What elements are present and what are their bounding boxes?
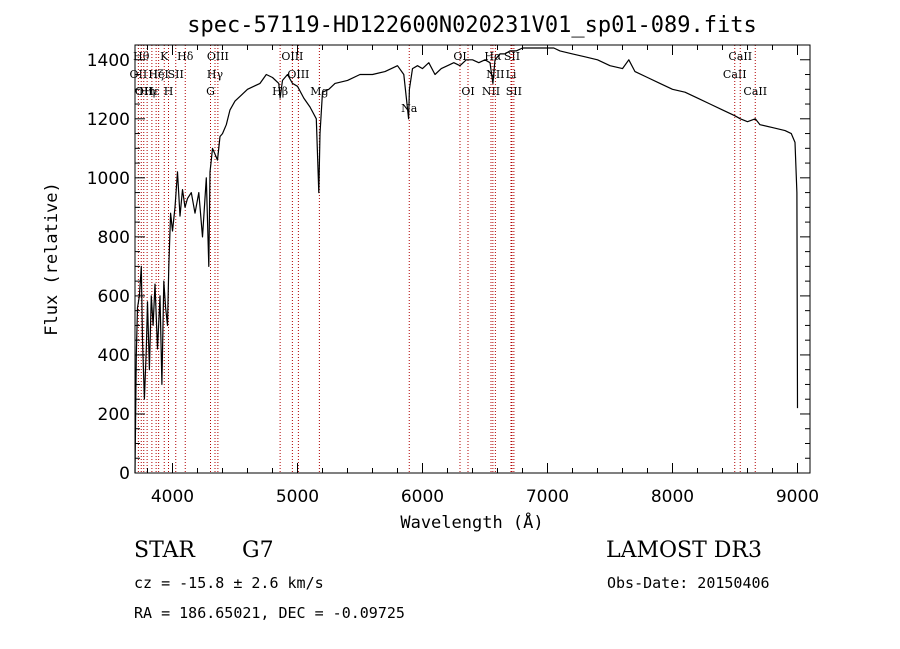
marker-label: NII [486,68,504,81]
y-axis-label: Flux (relative) [42,182,62,336]
marker-label: NII [482,85,500,98]
y-tick-label: 1000 [87,169,130,189]
marker-label: SII [506,85,522,98]
marker-label: SII [504,50,520,63]
marker-label: Mg [310,85,328,98]
x-tick-label: 9000 [776,487,819,507]
observation-date: Obs-Date: 20150406 [607,574,770,592]
line-markers: OIIHθOIIHηHεHζHeIKHSIIHδGHγOIIIHβOIIIOII… [130,45,767,473]
marker-label: CaII [743,85,767,98]
marker-label: Hζ [148,68,164,81]
y-tick-label: 600 [98,287,130,307]
marker-label: Hγ [207,68,224,81]
marker-label: H [164,85,174,98]
spectrum-line [134,47,799,474]
y-tick-label: 800 [98,228,130,248]
marker-label: G [206,85,215,98]
marker-label: OIII [287,68,309,81]
x-tick-label: 8000 [651,487,694,507]
object-class: STAR [134,538,195,563]
x-tick-label: 6000 [401,487,444,507]
marker-label: HeI [148,68,168,81]
marker-label: Hβ [272,85,288,98]
sky-coordinates: RA = 186.65021, DEC = -0.09725 [134,604,405,622]
series-group [134,47,799,474]
x-tick-label: 7000 [526,487,569,507]
marker-label: OII [135,85,153,98]
marker-label: OI [461,85,474,98]
marker-label: OIII [281,50,303,63]
marker-label: SII [168,68,184,81]
marker-label: Hδ [177,50,194,63]
spectrum-chart: spec-57119-HD122600N020231V01_sp01-089.f… [42,13,819,533]
marker-label: CaII [723,68,747,81]
marker-label: K [160,50,169,63]
x-tick-label: 4000 [151,487,194,507]
marker-label: OIII [207,50,229,63]
marker-label: OI [453,50,466,63]
redshift-velocity: cz = -15.8 ± 2.6 km/s [134,574,324,592]
plot-frame [134,44,811,474]
x-axis-label: Wavelength (Å) [400,511,543,533]
x-tick-label: 5000 [276,487,319,507]
marker-label: Hη [139,85,155,98]
y-tick-label: 400 [98,346,130,366]
y-tick-label: 200 [98,405,130,425]
marker-label: CaII [728,50,752,63]
survey-release: LAMOST DR3 [606,538,762,563]
x-axis: 4000 5000 6000 7000 8000 9000 [147,45,819,507]
y-tick-label: 1200 [87,110,130,130]
y-tick-label: 1400 [87,51,130,71]
chart-title: spec-57119-HD122600N020231V01_sp01-089.f… [187,13,757,38]
marker-label: Hε [144,85,160,98]
marker-label: Li [506,68,517,81]
spectral-subclass: G7 [242,538,274,563]
y-tick-label: 0 [119,464,130,484]
marker-label: Hα [484,50,502,63]
y-axis: 0 200 400 600 800 1000 1200 1400 [87,51,810,484]
